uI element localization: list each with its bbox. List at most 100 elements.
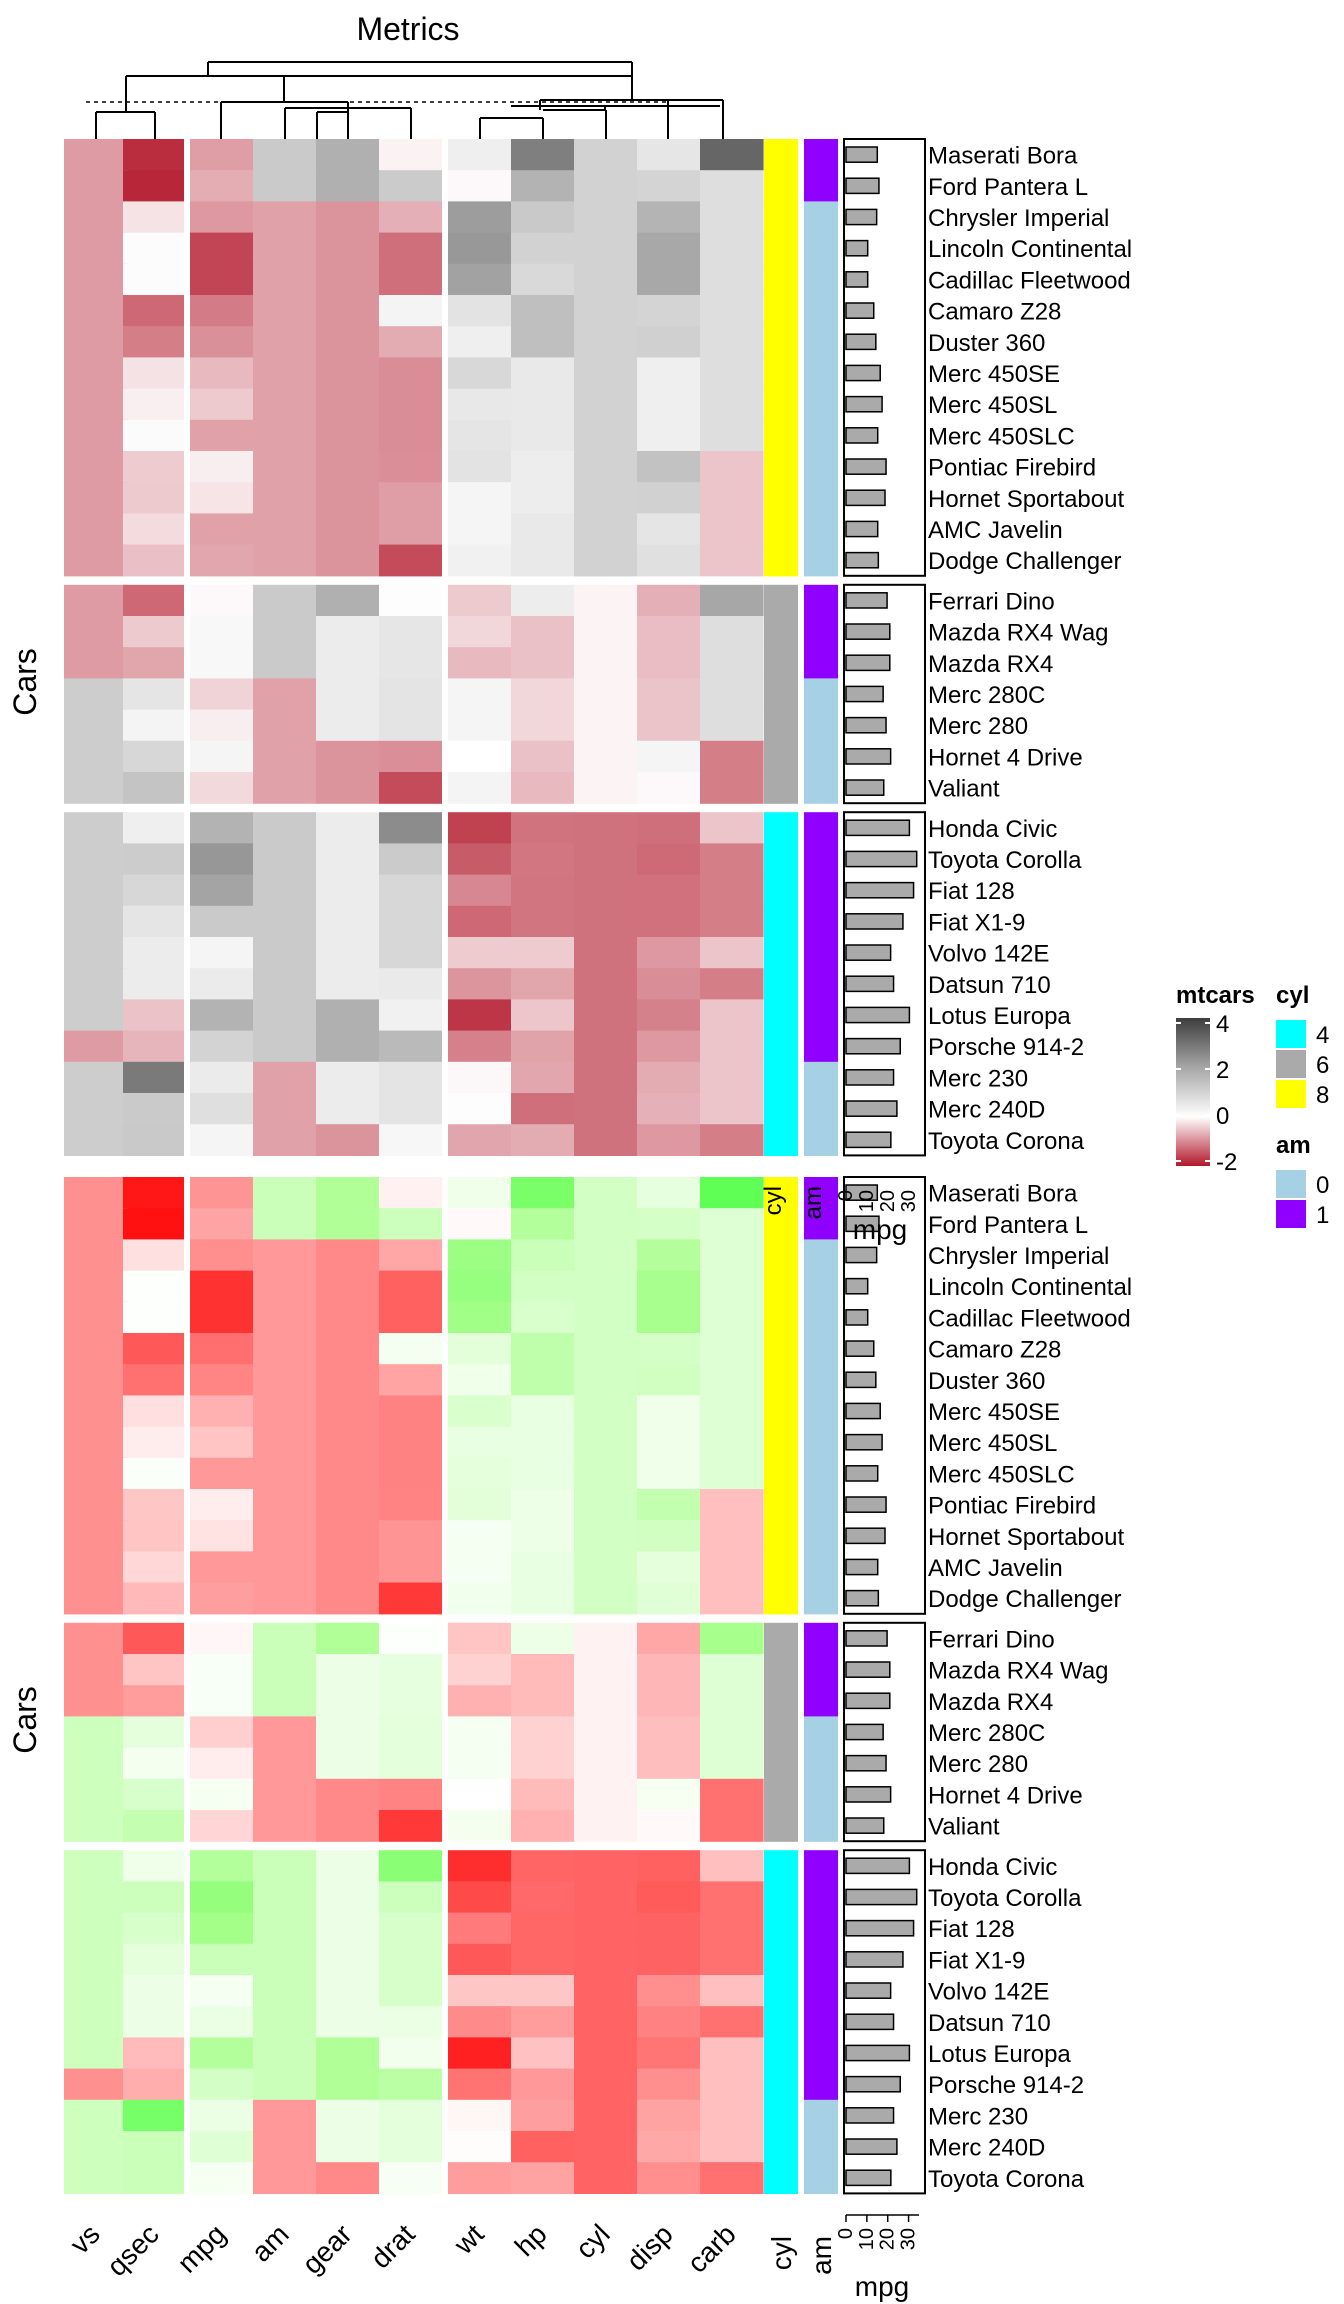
heatmap-cell: [64, 170, 128, 202]
heatmap-cell: [253, 812, 317, 844]
am-annotation-cell: [804, 1030, 838, 1063]
heatmap-green: [64, 130, 764, 2220]
cyl-annotation-cell: [764, 1426, 798, 1459]
heatmap-cell: [379, 772, 443, 804]
heatmap-cell: [123, 1124, 187, 1156]
heatmap-cell: [574, 1124, 638, 1156]
row-label: Mazda RX4: [928, 1689, 1053, 1716]
mpg-bar: [845, 1340, 875, 1357]
heatmap-cell: [511, 1270, 575, 1303]
heatmap-cell: [700, 905, 764, 938]
heatmap-cell: [190, 905, 254, 938]
axis-titles: Cars Cars: [7, 648, 43, 1754]
row-label: Merc 450SE: [928, 1399, 1060, 1426]
heatmap-cell: [637, 968, 701, 1000]
heatmap-cell: [123, 1093, 187, 1125]
heatmap-cell: [511, 647, 575, 679]
am-annotation-cell: [804, 326, 838, 358]
heatmap-cell: [637, 2099, 701, 2132]
cyl-annotation-cell: [764, 2068, 798, 2101]
heatmap-cell: [64, 1061, 128, 1094]
heatmap-cell: [574, 1426, 638, 1459]
heatmap-cell: [64, 1912, 128, 1945]
overlap-mpg: mpg: [853, 1214, 907, 1245]
heatmap-cell: [123, 1622, 187, 1655]
row-label: Dodge Challenger: [928, 1586, 1121, 1613]
heatmap-cell: [123, 2068, 187, 2101]
heatmap-cell: [123, 584, 187, 617]
heatmap-cell: [574, 1778, 638, 1811]
heatmap-cell: [190, 2162, 254, 2194]
cyl-annotation-cell: [764, 1654, 798, 1686]
heatmap-cell: [190, 874, 254, 907]
cyl-annotation-cell: [764, 1747, 798, 1780]
am-annotation-cell: [804, 2099, 838, 2132]
heatmap-cell: [511, 326, 575, 358]
heatmap-cell: [700, 232, 764, 265]
heatmap-cell: [574, 2099, 638, 2132]
row-label: Merc 280: [928, 1751, 1028, 1778]
heatmap-cell: [190, 1395, 254, 1428]
heatmap-cell: [123, 388, 187, 421]
heatmap-cell: [637, 1239, 701, 1272]
heatmap-cell: [379, 544, 443, 577]
heatmap-cell: [253, 1124, 317, 1156]
heatmap-cell: [574, 616, 638, 648]
mpg-bar: [845, 2169, 892, 2187]
heatmap-cell: [448, 772, 512, 804]
heatmap-cell: [700, 326, 764, 358]
mpg-axis-title: mpg: [855, 2271, 909, 2302]
heatmap-cell: [316, 1778, 380, 1811]
heatmap-cell: [123, 1177, 187, 1209]
row-label: Pontiac Firebird: [928, 455, 1096, 482]
heatmap-cell: [700, 678, 764, 711]
mpg-axis-tick-label: 0: [835, 2228, 857, 2239]
heatmap-cell: [253, 357, 317, 390]
heatmap-cell: [448, 1301, 512, 1334]
heatmap-cell: [379, 482, 443, 514]
heatmap-cell: [379, 1239, 443, 1272]
cyl-annotation-cell: [764, 388, 798, 421]
heatmap-cell: [637, 2006, 701, 2038]
heatmap-cell: [511, 295, 575, 327]
heatmap-cell: [511, 2006, 575, 2038]
heatmap-cell: [316, 419, 380, 452]
heatmap-cell: [700, 1093, 764, 1125]
legend-mtcars-tick-label: 4: [1216, 1011, 1229, 1038]
heatmap-cell: [574, 419, 638, 452]
mpg-bar: [845, 654, 891, 672]
heatmap-cell: [123, 1850, 187, 1882]
mpg-bar: [845, 1982, 892, 1999]
heatmap-cell: [637, 513, 701, 546]
am-annotation-cell: [804, 1551, 838, 1584]
mpg-bar: [845, 1723, 884, 1741]
heatmap-cell: [574, 201, 638, 234]
heatmap-cell: [190, 2006, 254, 2038]
mpg-bar: [845, 1692, 891, 1710]
row-annotations: [764, 138, 926, 2195]
heatmap-cell: [637, 139, 701, 171]
heatmap-cell: [64, 1333, 128, 1365]
chart-title: Metrics: [356, 11, 459, 47]
heatmap-cell: [64, 2162, 128, 2194]
row-label: Merc 450SLC: [928, 1461, 1075, 1488]
heatmap-cell: [64, 326, 128, 358]
mpg-bar: [845, 1817, 885, 1834]
heatmap-cell: [511, 201, 575, 234]
heatmap-cell: [637, 232, 701, 265]
heatmap-cell: [700, 1551, 764, 1584]
heatmap-cell: [253, 388, 317, 421]
mpg-bar: [845, 1786, 892, 1803]
heatmap-cell: [123, 1582, 187, 1615]
heatmap-cell: [448, 968, 512, 1000]
heatmap-cell: [574, 2037, 638, 2070]
heatmap-cell: [574, 1395, 638, 1428]
heatmap-cell: [190, 419, 254, 452]
heatmap-cell: [637, 451, 701, 483]
heatmap-cell: [511, 1943, 575, 1976]
mpg-panel-border: [843, 811, 926, 1157]
heatmap-cell: [511, 1177, 575, 1209]
mpg-bar: [845, 1006, 911, 1024]
